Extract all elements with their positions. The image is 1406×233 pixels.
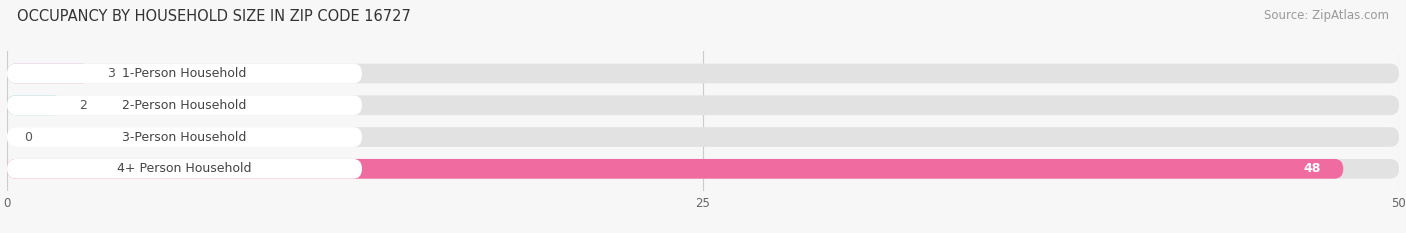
Text: 2: 2 [79, 99, 87, 112]
Text: 4+ Person Household: 4+ Person Household [117, 162, 252, 175]
FancyBboxPatch shape [7, 127, 361, 147]
FancyBboxPatch shape [7, 64, 1399, 83]
FancyBboxPatch shape [7, 127, 1399, 147]
FancyBboxPatch shape [7, 96, 361, 115]
Text: 0: 0 [24, 130, 32, 144]
FancyBboxPatch shape [7, 159, 1343, 179]
Text: OCCUPANCY BY HOUSEHOLD SIZE IN ZIP CODE 16727: OCCUPANCY BY HOUSEHOLD SIZE IN ZIP CODE … [17, 9, 411, 24]
FancyBboxPatch shape [7, 96, 1399, 115]
FancyBboxPatch shape [7, 159, 1399, 179]
Text: 3-Person Household: 3-Person Household [122, 130, 246, 144]
Text: Source: ZipAtlas.com: Source: ZipAtlas.com [1264, 9, 1389, 22]
FancyBboxPatch shape [7, 64, 90, 83]
Text: 3: 3 [107, 67, 115, 80]
Text: 48: 48 [1303, 162, 1322, 175]
FancyBboxPatch shape [7, 159, 361, 179]
Text: 1-Person Household: 1-Person Household [122, 67, 246, 80]
Text: 2-Person Household: 2-Person Household [122, 99, 246, 112]
FancyBboxPatch shape [7, 96, 63, 115]
FancyBboxPatch shape [7, 64, 361, 83]
